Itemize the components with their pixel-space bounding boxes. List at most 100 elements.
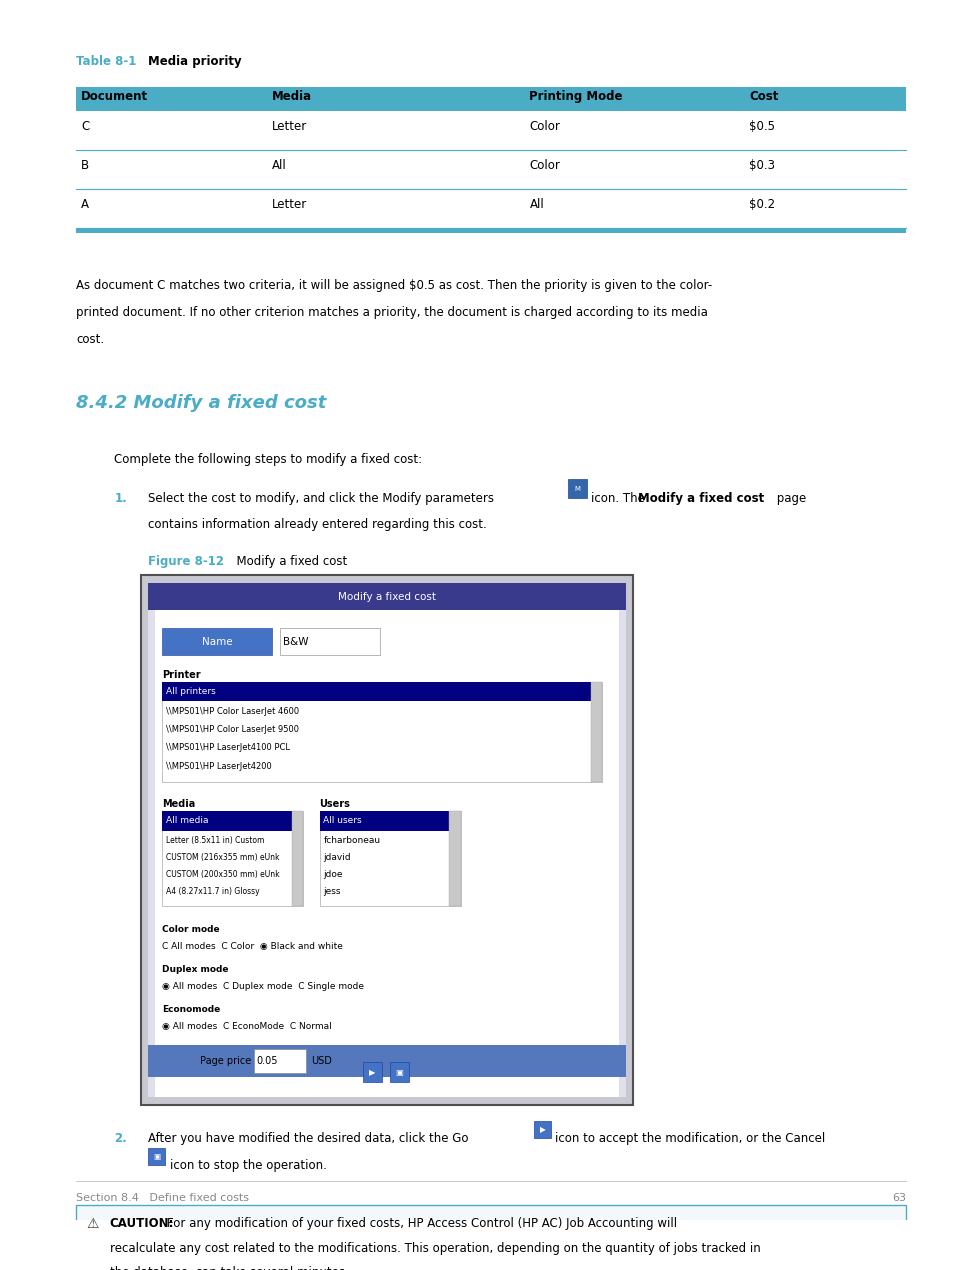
Bar	[567, 479, 586, 498]
Bar	[389, 1063, 408, 1082]
Text: Name: Name	[201, 636, 233, 646]
Text: $0.2: $0.2	[748, 198, 774, 211]
Text: Select the cost to modify, and click the Modify parameters: Select the cost to modify, and click the…	[148, 491, 494, 504]
Bar	[76, 86, 905, 110]
Text: $0.3: $0.3	[748, 159, 774, 171]
Text: USD: USD	[311, 1057, 332, 1067]
Text: 8.4.2 Modify a fixed cost: 8.4.2 Modify a fixed cost	[76, 394, 326, 411]
Text: Modify a fixed cost: Modify a fixed cost	[337, 592, 436, 602]
Text: the database, can take several minutes.: the database, can take several minutes.	[110, 1266, 348, 1270]
Bar	[449, 812, 460, 907]
Text: \\MPS01\HP Color LaserJet 4600: \\MPS01\HP Color LaserJet 4600	[166, 706, 299, 716]
Text: contains information already entered regarding this cost.: contains information already entered reg…	[148, 518, 486, 531]
Text: Users: Users	[319, 799, 350, 809]
Bar	[148, 583, 625, 1096]
Bar	[162, 629, 272, 655]
Text: ▣: ▣	[395, 1068, 403, 1077]
Text: Letter: Letter	[272, 119, 307, 132]
Text: Document: Document	[81, 90, 148, 103]
Bar	[162, 812, 292, 831]
Bar	[154, 610, 618, 1096]
Text: \\MPS01\HP LaserJet4100 PCL: \\MPS01\HP LaserJet4100 PCL	[166, 743, 290, 752]
Text: CAUTION:: CAUTION:	[110, 1218, 174, 1231]
Text: icon to stop the operation.: icon to stop the operation.	[170, 1158, 326, 1172]
Text: jdavid: jdavid	[323, 853, 351, 862]
Text: icon to accept the modification, or the Cancel: icon to accept the modification, or the …	[555, 1132, 824, 1146]
Bar	[534, 1121, 551, 1138]
Text: recalculate any cost related to the modifications. This operation, depending on : recalculate any cost related to the modi…	[110, 1242, 760, 1255]
Text: For any modification of your fixed costs, HP Access Control (HP AC) Job Accounti: For any modification of your fixed costs…	[167, 1218, 677, 1231]
Text: \\MPS01\HP LaserJet4200: \\MPS01\HP LaserJet4200	[166, 762, 272, 771]
Text: Color: Color	[529, 159, 559, 171]
Bar	[162, 682, 590, 701]
Text: Color: Color	[529, 119, 559, 132]
Bar	[319, 812, 460, 907]
Bar	[319, 812, 449, 831]
Text: Printer: Printer	[162, 669, 200, 679]
Text: B&W: B&W	[283, 636, 309, 646]
Text: After you have modified the desired data, click the Go: After you have modified the desired data…	[148, 1132, 468, 1146]
Text: Figure 8-12: Figure 8-12	[148, 555, 224, 568]
Text: As document C matches two criteria, it will be assigned $0.5 as cost. Then the p: As document C matches two criteria, it w…	[76, 279, 712, 292]
Text: 2.: 2.	[114, 1132, 127, 1146]
Bar	[162, 682, 601, 782]
Text: C All modes  C Color  ◉ Black and white: C All modes C Color ◉ Black and white	[162, 942, 343, 951]
Text: printed document. If no other criterion matches a priority, the document is char: printed document. If no other criterion …	[76, 306, 707, 319]
Text: Modify a fixed cost: Modify a fixed cost	[229, 555, 347, 568]
Text: Economode: Economode	[162, 1005, 220, 1015]
Text: B: B	[81, 159, 90, 171]
Text: Media priority: Media priority	[148, 55, 241, 67]
Text: Letter (8.5x11 in) Custom: Letter (8.5x11 in) Custom	[166, 836, 264, 845]
Text: cost.: cost.	[76, 333, 104, 345]
Text: ⚠: ⚠	[86, 1218, 98, 1232]
Text: All printers: All printers	[166, 687, 215, 696]
Text: CUSTOM (200x350 mm) eUnk: CUSTOM (200x350 mm) eUnk	[166, 870, 279, 879]
Text: Table 8-1: Table 8-1	[76, 55, 136, 67]
Bar	[76, 1205, 905, 1270]
Bar	[590, 682, 601, 782]
Text: All media: All media	[166, 817, 209, 826]
Text: Media: Media	[272, 90, 312, 103]
Bar	[362, 1063, 381, 1082]
Bar	[253, 1049, 306, 1073]
Text: jdoe: jdoe	[323, 870, 342, 879]
Text: A4 (8.27x11.7 in) Glossy: A4 (8.27x11.7 in) Glossy	[166, 888, 259, 897]
Bar	[148, 583, 625, 610]
Text: All users: All users	[323, 817, 361, 826]
Text: Modify a fixed cost: Modify a fixed cost	[638, 491, 763, 504]
Text: All: All	[529, 198, 543, 211]
Text: Media: Media	[162, 799, 195, 809]
Text: M: M	[574, 486, 579, 493]
Text: Color mode: Color mode	[162, 925, 219, 933]
Text: fcharboneau: fcharboneau	[323, 836, 380, 845]
Text: Cost: Cost	[748, 90, 778, 103]
Text: ◉ All modes  C EconoMode  C Normal: ◉ All modes C EconoMode C Normal	[162, 1022, 332, 1031]
Text: icon. The: icon. The	[590, 491, 647, 504]
Text: Printing Mode: Printing Mode	[529, 90, 622, 103]
Text: Letter: Letter	[272, 198, 307, 211]
Text: Page price: Page price	[199, 1057, 251, 1067]
Bar	[148, 1148, 165, 1165]
Text: C: C	[81, 119, 90, 132]
Text: page: page	[772, 491, 805, 504]
Text: A: A	[81, 198, 89, 211]
Text: jess: jess	[323, 888, 340, 897]
Text: All: All	[272, 159, 286, 171]
Bar	[279, 629, 379, 655]
Bar	[76, 229, 905, 232]
Text: 63: 63	[891, 1193, 905, 1203]
Text: \\MPS01\HP Color LaserJet 9500: \\MPS01\HP Color LaserJet 9500	[166, 725, 298, 734]
Text: 1.: 1.	[114, 491, 127, 504]
Bar	[292, 812, 303, 907]
Text: Section 8.4   Define fixed costs: Section 8.4 Define fixed costs	[76, 1193, 249, 1203]
Text: Duplex mode: Duplex mode	[162, 965, 229, 974]
Text: $0.5: $0.5	[748, 119, 774, 132]
Bar	[162, 812, 303, 907]
Text: 0.05: 0.05	[256, 1057, 278, 1067]
Text: Complete the following steps to modify a fixed cost:: Complete the following steps to modify a…	[114, 452, 422, 466]
Text: CUSTOM (216x355 mm) eUnk: CUSTOM (216x355 mm) eUnk	[166, 853, 279, 862]
Text: ◉ All modes  C Duplex mode  C Single mode: ◉ All modes C Duplex mode C Single mode	[162, 982, 364, 991]
Text: ▣: ▣	[152, 1152, 160, 1161]
Bar	[141, 574, 632, 1105]
Text: ▶: ▶	[539, 1125, 545, 1134]
